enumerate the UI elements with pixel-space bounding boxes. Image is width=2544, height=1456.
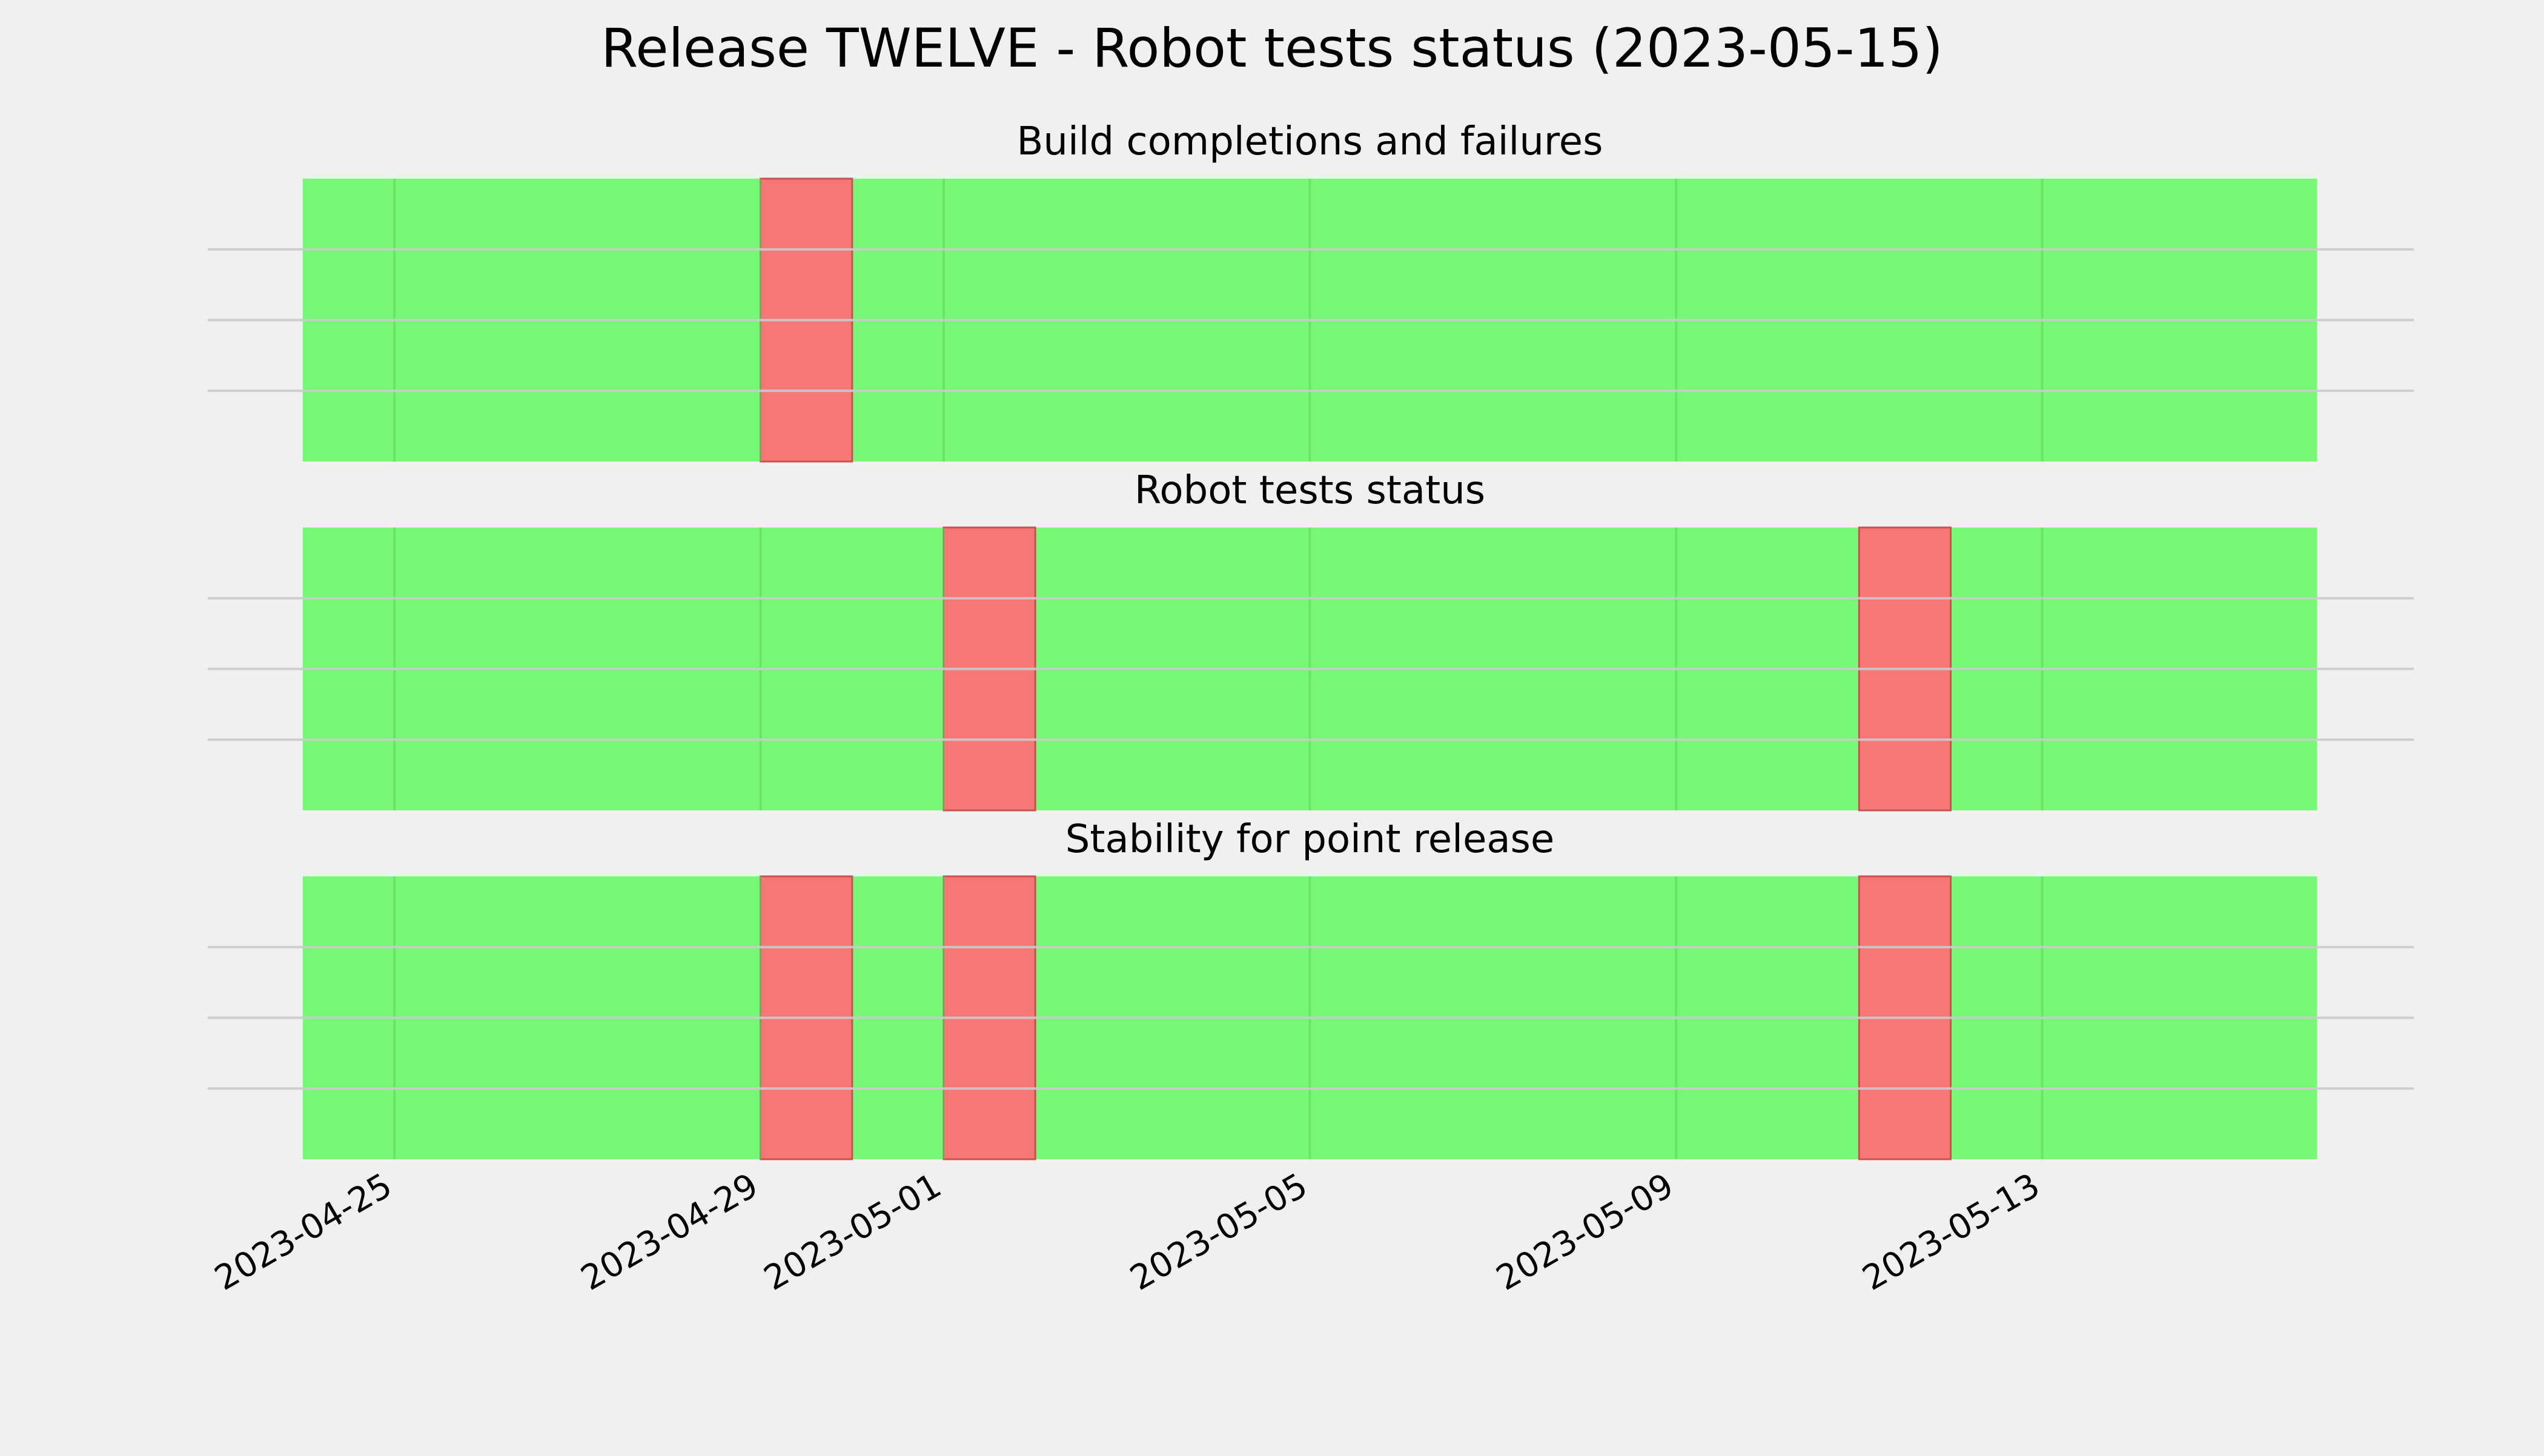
panel-1: Build completions and failures xyxy=(208,119,2414,463)
panel-title: Build completions and failures xyxy=(1017,119,1603,164)
chart-title: Release TWELVE - Robot tests status (202… xyxy=(601,17,1943,79)
panel-2: Robot tests status xyxy=(208,468,2414,812)
panel-title: Robot tests status xyxy=(1135,468,1485,513)
panel-title: Stability for point release xyxy=(1065,817,1555,862)
panel-3: Stability for point release xyxy=(208,817,2414,1160)
panels: Build completions and failures Robot test… xyxy=(208,119,2414,1160)
